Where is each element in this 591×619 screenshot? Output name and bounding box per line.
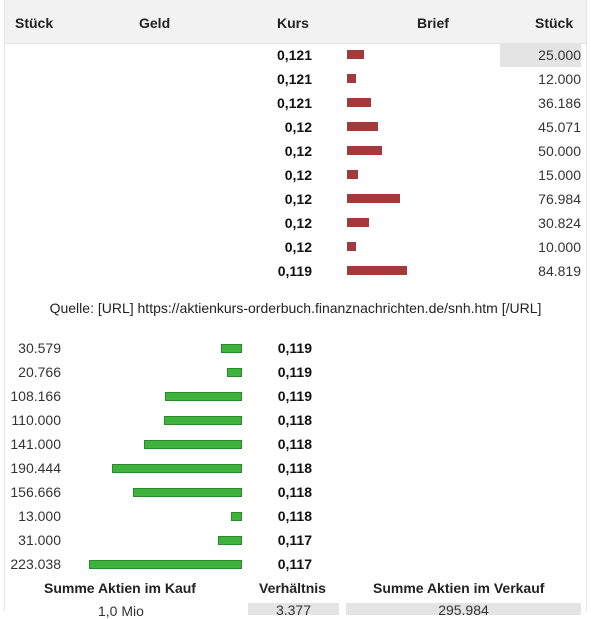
orderbook-header: Stück Geld Kurs Brief Stück (5, 0, 586, 44)
bid-quantity: 141.000 (10, 436, 61, 452)
ask-volume-bar (347, 98, 371, 107)
bid-volume-bar (218, 536, 242, 545)
summary-header: Summe Aktien im Kauf Verhältnis Summe Ak… (5, 576, 586, 600)
header-bid: Geld (139, 15, 171, 31)
ask-price: 0,12 (284, 167, 312, 183)
bid-quantity: 31.000 (18, 532, 61, 548)
ask-volume-bar (347, 122, 378, 131)
panel-border-right (586, 0, 587, 611)
summary-sell-value: 295.984 (346, 603, 581, 615)
summary-buy-label: Summe Aktien im Kauf (44, 580, 196, 596)
bid-volume-bar (112, 464, 242, 473)
bid-price: 0,119 (277, 340, 312, 356)
ask-volume-bar (347, 50, 364, 59)
ask-quantity: 84.819 (538, 263, 581, 279)
bid-price: 0,118 (277, 460, 312, 476)
ask-price: 0,12 (284, 143, 312, 159)
header-price: Kurs (277, 15, 309, 31)
ask-price: 0,119 (277, 263, 312, 279)
ask-volume-bar (347, 218, 369, 227)
ask-quantity: 25.000 (500, 43, 581, 67)
bid-volume-bar (227, 368, 242, 377)
ask-price: 0,12 (284, 191, 312, 207)
ask-quantity: 12.000 (538, 71, 581, 87)
bid-quantity: 108.166 (10, 388, 61, 404)
bid-quantity: 190.444 (10, 460, 61, 476)
ask-quantity: 45.071 (538, 119, 581, 135)
ask-quantity: 15.000 (538, 167, 581, 183)
ask-quantity: 30.824 (538, 215, 581, 231)
ask-price: 0,121 (276, 47, 312, 63)
bid-price: 0,117 (277, 556, 312, 572)
bid-quantity: 223.038 (10, 556, 61, 572)
ask-price: 0,12 (284, 215, 312, 231)
ask-quantity: 36.186 (538, 95, 581, 111)
bid-price: 0,119 (277, 388, 312, 404)
summary-ratio-value: 3,377 (248, 603, 339, 615)
summary-ratio-label: Verhältnis (259, 580, 326, 596)
bid-volume-bar (133, 488, 242, 497)
ask-volume-bar (347, 194, 400, 203)
bid-price: 0,117 (277, 532, 312, 548)
ask-volume-bar (347, 170, 358, 179)
ask-quantity: 10.000 (538, 239, 581, 255)
bid-volume-bar (165, 392, 242, 401)
ask-quantity: 50.000 (538, 143, 581, 159)
bid-volume-bar (89, 560, 242, 569)
bid-volume-bar (164, 416, 242, 425)
bid-price: 0,118 (277, 436, 312, 452)
ask-volume-bar (347, 146, 382, 155)
bid-price: 0,118 (277, 484, 312, 500)
bid-quantity: 30.579 (18, 340, 61, 356)
header-ask-qty: Stück (535, 15, 574, 31)
source-line: Quelle: [URL] https://aktienkurs-orderbu… (49, 300, 542, 316)
ask-price: 0,121 (276, 95, 312, 111)
ask-volume-bar (347, 266, 407, 275)
summary-buy-value: 1,0 Mio (98, 603, 144, 619)
bid-quantity: 110.000 (11, 412, 61, 428)
bid-quantity: 13.000 (18, 508, 61, 524)
ask-price: 0,12 (284, 239, 312, 255)
bid-volume-bar (231, 512, 242, 521)
ask-price: 0,121 (276, 71, 312, 87)
bid-volume-bar (144, 440, 242, 449)
panel-border-left (4, 0, 5, 611)
bid-price: 0,119 (277, 364, 312, 380)
ask-quantity: 76.984 (538, 191, 581, 207)
bid-quantity: 156.666 (10, 484, 61, 500)
ask-volume-bar (347, 74, 356, 83)
bid-price: 0,118 (277, 508, 312, 524)
header-bid-qty: Stück (15, 15, 54, 31)
header-ask: Brief (417, 15, 449, 31)
summary-sell-label: Summe Aktien im Verkauf (373, 580, 545, 596)
bid-volume-bar (221, 344, 242, 353)
bid-quantity: 20.766 (18, 364, 61, 380)
bid-price: 0,118 (277, 412, 312, 428)
ask-price: 0,12 (284, 119, 312, 135)
ask-volume-bar (347, 242, 356, 251)
